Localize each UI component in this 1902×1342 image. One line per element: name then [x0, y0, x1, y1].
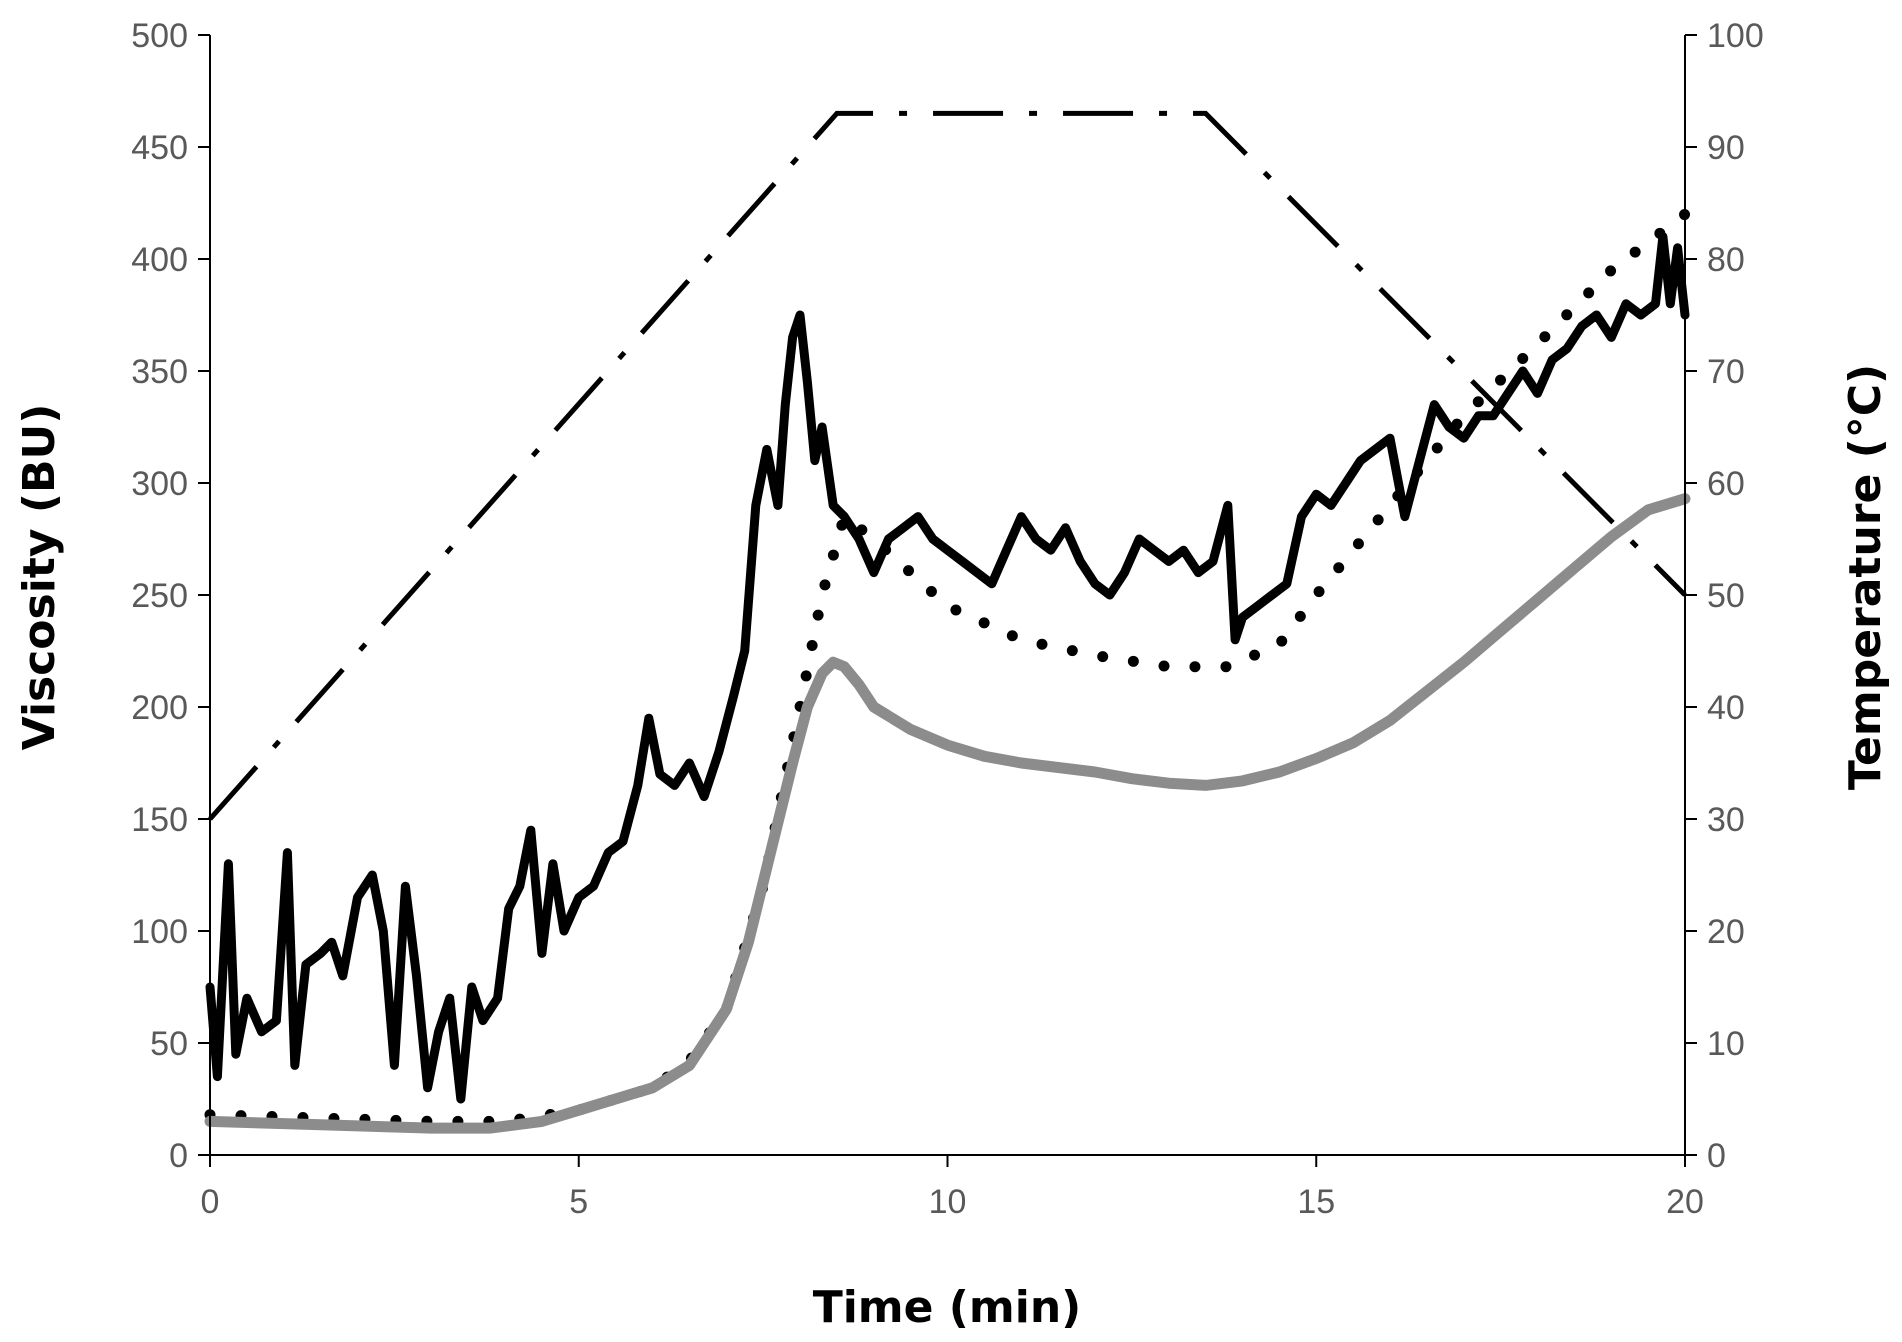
viscosity-line-noisy [205, 232, 1690, 1104]
y2-tick-label: 80 [1707, 241, 1745, 279]
y2-tick-label: 0 [1707, 1137, 1726, 1175]
viscosity-line-gray [204, 493, 1691, 1134]
y2-tick-label: 70 [1707, 353, 1745, 391]
y-tick-label: 350 [131, 353, 188, 391]
y-tick-label: 450 [131, 129, 188, 167]
series-layer [204, 110, 1691, 1134]
y-tick-label: 500 [131, 17, 188, 55]
y2-tick-label: 100 [1707, 17, 1764, 55]
x-axis-title: Time (min) [813, 1282, 1082, 1333]
y2-axis-title: Temperature (°C) [1840, 364, 1891, 790]
x-tick-label: 5 [569, 1183, 588, 1221]
y2-tick-label: 60 [1707, 465, 1745, 503]
x-tick-label: 15 [1297, 1183, 1335, 1221]
axes-layer [198, 34, 1697, 1167]
y-tick-label: 0 [169, 1137, 188, 1175]
tick-labels: 0501001502002503003504004505000102030405… [131, 17, 1763, 1221]
y2-tick-label: 40 [1707, 689, 1745, 727]
y2-tick-label: 90 [1707, 129, 1745, 167]
y2-tick-label: 20 [1707, 913, 1745, 951]
y-tick-label: 50 [150, 1025, 188, 1063]
y-axis-title: Viscosity (BU) [14, 404, 65, 751]
y-tick-label: 150 [131, 801, 188, 839]
y2-tick-label: 10 [1707, 1025, 1745, 1063]
y2-tick-label: 50 [1707, 577, 1745, 615]
y-tick-label: 100 [131, 913, 188, 951]
y-tick-label: 400 [131, 241, 188, 279]
y2-tick-label: 30 [1707, 801, 1745, 839]
y-tick-label: 300 [131, 465, 188, 503]
temperature-line [208, 110, 1687, 821]
x-tick-label: 0 [201, 1183, 220, 1221]
x-tick-label: 10 [929, 1183, 967, 1221]
y-tick-label: 250 [131, 577, 188, 615]
x-tick-label: 20 [1666, 1183, 1704, 1221]
y-tick-label: 200 [131, 689, 188, 727]
